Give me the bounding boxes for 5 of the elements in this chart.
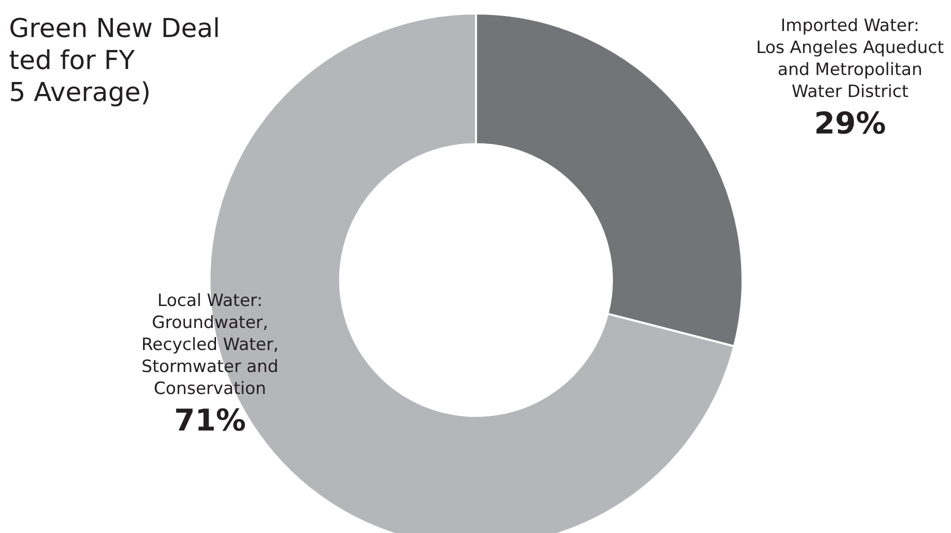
data-label: 29% (814, 106, 886, 142)
slice-label: Imported Water: Los Angeles Aqueduct and Metropolitan Water District (756, 16, 944, 102)
slice-label: Local Water: Groundwater, Recycled Water, Stormwater and Conservation (141, 291, 279, 399)
data-label: 71% (174, 404, 246, 438)
text: Green New Deal ted for FY 5 Average) (9, 14, 220, 108)
